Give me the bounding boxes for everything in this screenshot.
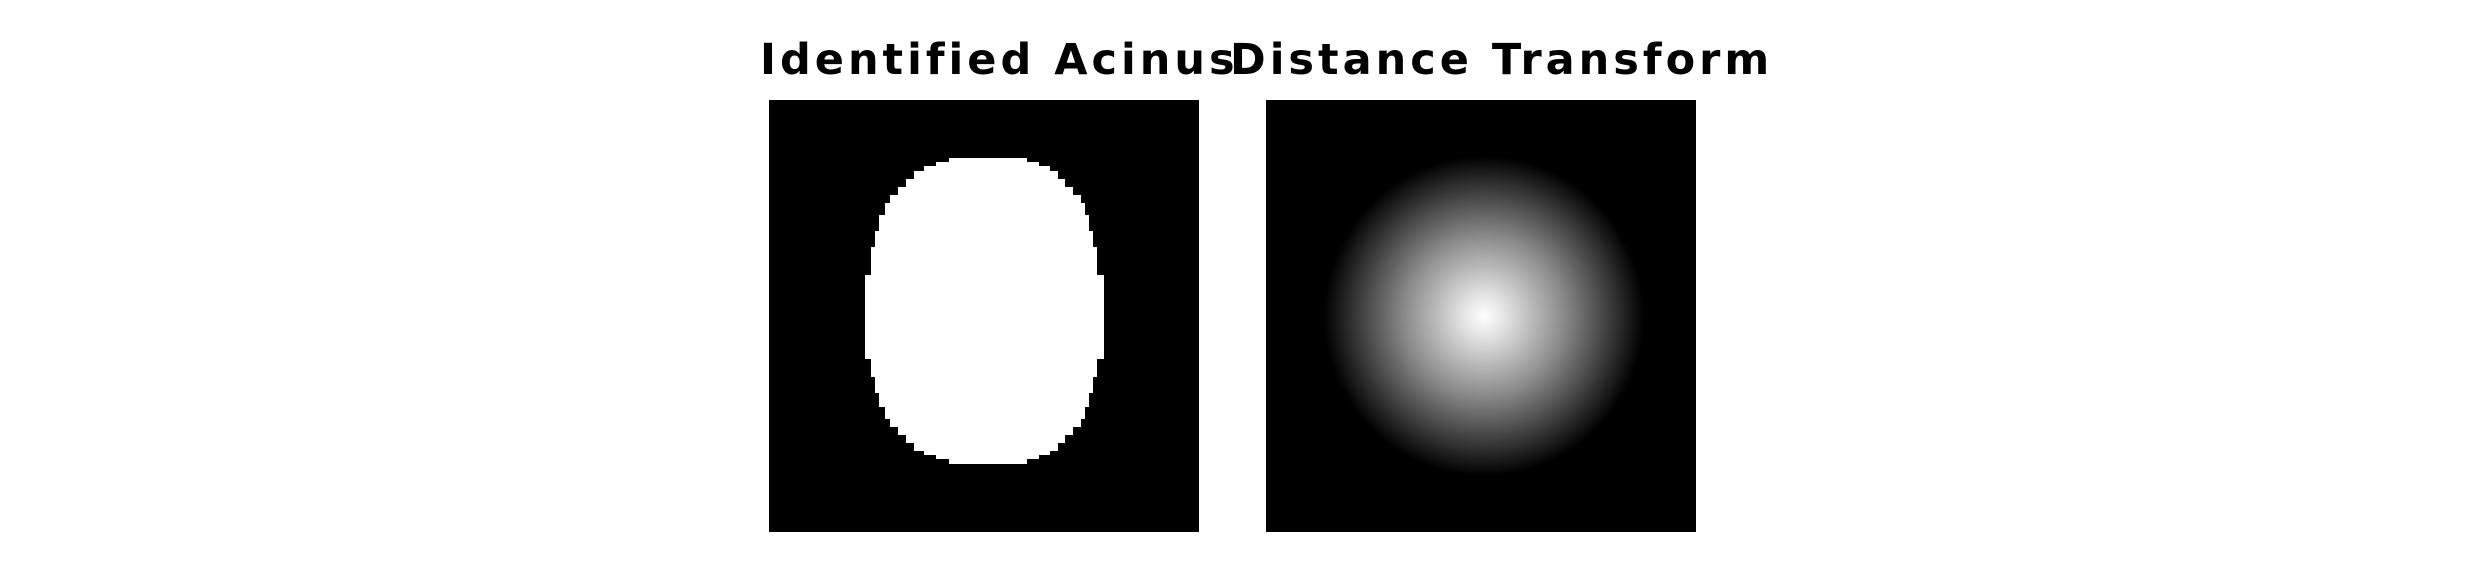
acinus-mask: [865, 158, 1104, 464]
distance-gradient: [1324, 156, 1644, 476]
panel-title-distance-transform: Distance Transform: [1230, 35, 1774, 85]
panel-title-identified-acinus: Identified Acinus: [760, 35, 1239, 85]
identified-acinus-image: [769, 100, 1199, 532]
distance-transform-image: [1266, 100, 1696, 532]
